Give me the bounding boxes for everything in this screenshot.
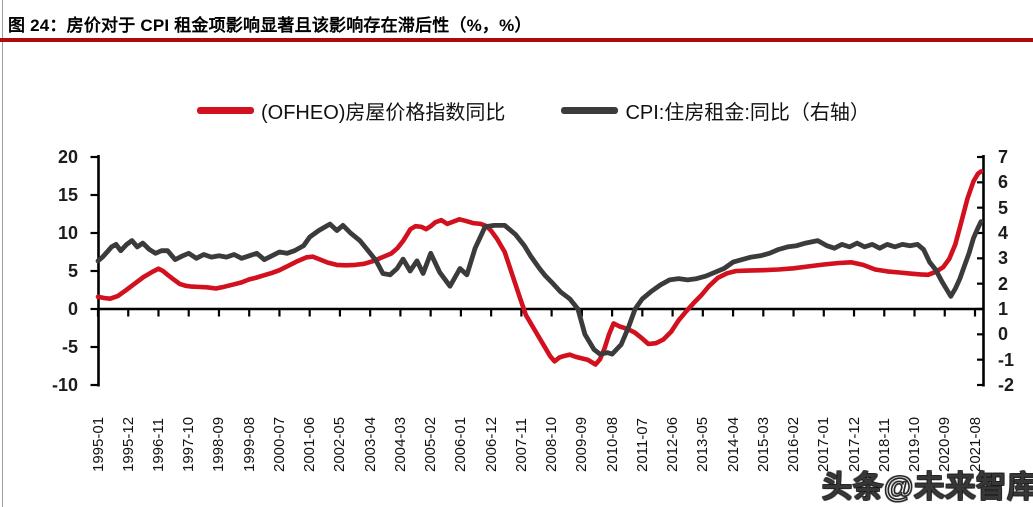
right-axis-label: 6 (998, 172, 1009, 193)
x-axis-label: 2004-03 (391, 416, 409, 472)
x-axis-label: 2001-06 (301, 416, 319, 472)
x-axis-label: 2008-10 (543, 416, 561, 472)
title-underline (0, 38, 1033, 42)
series-line-house-price (95, 169, 984, 367)
x-axis-label: 1996-11 (149, 418, 167, 472)
left-axis-label: 10 (57, 223, 78, 243)
right-axis-label: 3 (998, 248, 1009, 269)
right-axis-label: 0 (998, 324, 1009, 345)
legend-label-house-price: (OFHEO)房屋价格指数同比 (261, 102, 506, 124)
right-axis-label: 2 (998, 273, 1009, 294)
right-axis-label: -1 (998, 349, 1015, 370)
left-axis-label: 0 (67, 299, 78, 319)
x-axis-label: 2016-02 (785, 416, 803, 472)
left-axis-label: 15 (57, 185, 78, 205)
left-axis-label: -10 (51, 375, 78, 395)
right-axis-label: -2 (998, 375, 1015, 395)
legend-swatch-house-price (197, 107, 254, 114)
x-axis-label: 2002-05 (331, 416, 349, 472)
figure-title: 图 24：房价对于 CPI 租金项影响显著且该影响存在滞后性（%，%） (8, 16, 532, 35)
right-axis-label: 1 (998, 299, 1009, 319)
left-axis-label: 20 (57, 147, 78, 167)
x-axis-label: 2013-05 (694, 416, 712, 472)
x-axis-label: 1995-12 (119, 416, 137, 472)
x-axis-label: 1998-09 (210, 416, 228, 472)
x-axis-label: 2003-04 (361, 416, 379, 472)
chart-legend: (OFHEO)房屋价格指数同比 CPI:住房租金:同比（右轴） (197, 96, 870, 125)
x-axis-label: 2015-03 (754, 416, 772, 472)
right-axis-label: 7 (998, 147, 1009, 167)
x-axis-label: 2006-12 (482, 416, 500, 472)
x-axis-label: 2011-07 (633, 418, 651, 472)
x-axis-label: 2010-08 (603, 416, 621, 472)
left-axis-label: -5 (61, 337, 78, 357)
x-axis-label: 2009-09 (573, 416, 591, 472)
legend-item-house-price: (OFHEO)房屋价格指数同比 (197, 96, 505, 125)
x-axis-label: 1997-10 (180, 416, 198, 472)
x-axis-label: 1999-08 (240, 416, 258, 472)
x-axis-label: 2014-04 (724, 416, 742, 472)
x-axis-label: 1995-01 (89, 416, 107, 472)
legend-item-cpi-rent: CPI:住房租金:同比（右轴） (561, 96, 870, 125)
x-axis-label: 2012-06 (664, 416, 682, 472)
right-axis-label: 5 (998, 197, 1009, 218)
x-axis-label: 2005-02 (422, 416, 440, 472)
left-axis-label: 5 (67, 261, 78, 281)
x-axis-label: 2007-11 (512, 418, 530, 472)
legend-swatch-cpi-rent (561, 107, 619, 114)
series-line-cpi-rent (95, 219, 984, 357)
right-axis-label: 4 (998, 223, 1009, 243)
x-axis-label: 2000-07 (270, 416, 288, 472)
page-left-border (2, 0, 3, 507)
watermark: 头条@未来智库 (821, 470, 1033, 504)
legend-label-cpi-rent: CPI:住房租金:同比（右轴） (625, 102, 870, 124)
x-axis-label: 2006-01 (452, 416, 470, 472)
